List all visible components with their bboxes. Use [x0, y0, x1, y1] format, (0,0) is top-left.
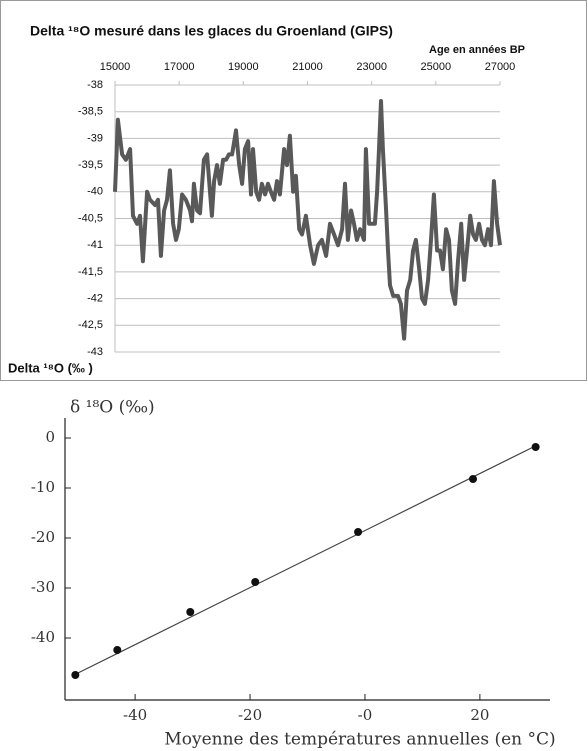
x-tick-label: -40	[123, 706, 147, 724]
y-tick-label: -40,5	[78, 212, 103, 224]
chart-2: δ ¹⁸O (‰) Moyenne des températures annue…	[31, 398, 556, 750]
trend-line	[71, 444, 538, 677]
x-tick-label: 20	[470, 706, 489, 724]
x-tick-label: 21000	[292, 61, 323, 73]
x-axis-label: Moyenne des températures annuelles (en °…	[164, 730, 555, 750]
y-tick-label: -42,5	[78, 319, 103, 331]
data-point	[468, 475, 477, 483]
y-axis-label: Delta ¹⁸O (‰ )	[8, 360, 93, 375]
data-point	[186, 608, 195, 616]
y-tick-label: -42	[87, 293, 103, 305]
y-tick-label: -20	[31, 528, 55, 546]
y-tick-label: -40	[87, 186, 103, 198]
y-tick-label: -39	[87, 132, 103, 144]
x-tick-label: 19000	[228, 61, 259, 73]
x-tick-label: -20	[238, 706, 262, 724]
x-tick-label: 23000	[356, 61, 387, 73]
x-tick-label: -0	[358, 706, 373, 724]
x-tick-label: 15000	[100, 61, 131, 73]
y-tick-label: -30	[31, 578, 55, 596]
x-axis-label: Age en années BP	[429, 44, 525, 56]
y-tick-label: -41,5	[78, 266, 103, 278]
data-point	[113, 646, 122, 654]
y-tick-label: -38	[87, 79, 103, 91]
y-tick-label: -10	[31, 478, 55, 496]
y-tick-label: 0	[45, 428, 55, 446]
y-tick-label: -41	[87, 239, 103, 251]
data-point	[354, 528, 363, 536]
x-tick-label: 25000	[421, 61, 452, 73]
x-tick-label: 17000	[164, 61, 195, 73]
x-tick-label: 27000	[485, 61, 516, 73]
y-tick-label: -39,5	[78, 159, 103, 171]
chart-1: Delta ¹⁸O mesuré dans les glaces du Groe…	[8, 23, 525, 376]
data-point	[531, 443, 540, 451]
y-tick-label: -43	[87, 346, 103, 358]
chart-title: Delta ¹⁸O mesuré dans les glaces du Groe…	[30, 23, 393, 39]
data-line	[113, 99, 502, 341]
y-axis-label: δ ¹⁸O (‰)	[70, 398, 155, 418]
y-tick-label: -40	[31, 628, 55, 646]
y-tick-label: -38,5	[78, 106, 103, 118]
data-point	[71, 671, 80, 679]
data-point	[251, 578, 260, 586]
panel-frame	[0, 0, 587, 381]
